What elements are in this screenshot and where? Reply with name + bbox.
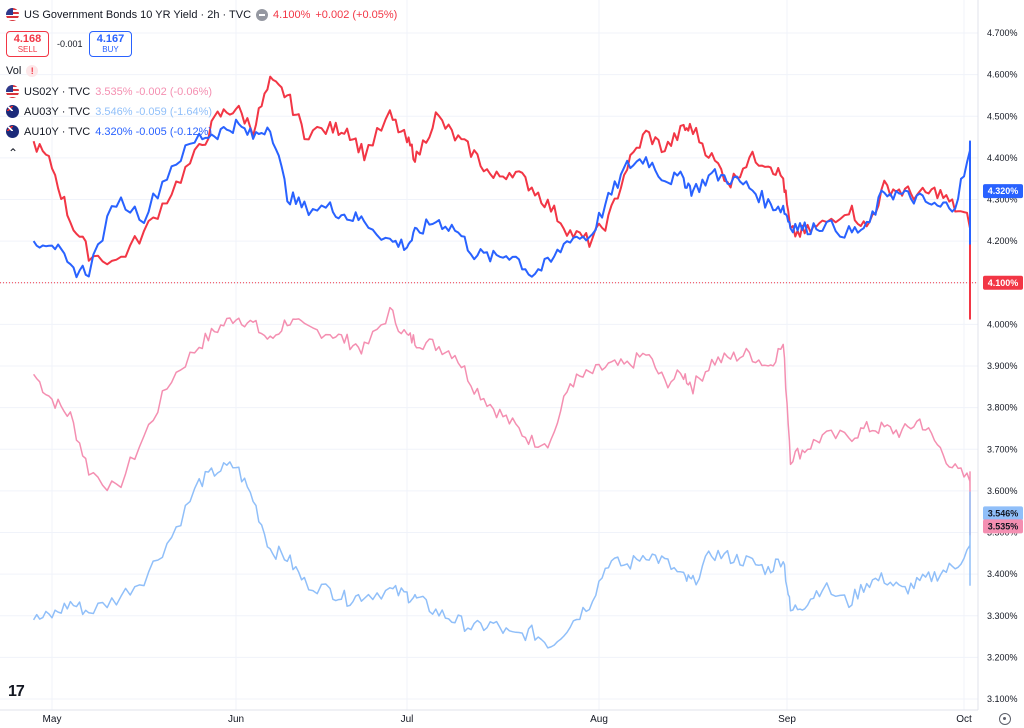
last-price-tag-label: 4.100% — [988, 278, 1019, 288]
y-tick-label: 4.400% — [987, 153, 1018, 163]
main-symbol-header[interactable]: US Government Bonds 10 YR Yield · 2h · T… — [6, 8, 397, 21]
minus-icon[interactable] — [256, 8, 269, 21]
legend-au03y[interactable]: AU03Y · TVC 3.546% -0.059 (-1.64%) — [6, 105, 212, 118]
legend-us02y[interactable]: US02Y · TVC 3.535% -0.002 (-0.06%) — [6, 85, 212, 98]
last-price-tag-label: 3.546% — [988, 508, 1019, 518]
tradingview-logo[interactable]: 17 — [8, 683, 25, 700]
legend-symbol: US02Y · TVC — [24, 85, 91, 98]
legend-au10y[interactable]: AU10Y · TVC 4.320% -0.005 (-0.12%) — [6, 125, 212, 138]
last-price-tag-us02y — [983, 519, 1023, 534]
warning-icon[interactable]: ! — [26, 65, 39, 77]
spread-value: -0.001 — [57, 39, 83, 49]
y-tick-label: 3.400% — [987, 569, 1018, 579]
series-line-us02y — [32, 306, 971, 536]
y-tick-label: 4.600% — [987, 70, 1018, 80]
au-flag-icon — [6, 105, 19, 118]
vol-indicator[interactable]: Vol ! — [6, 65, 39, 77]
main-symbol-title[interactable]: US Government Bonds 10 YR Yield · 2h · T… — [24, 8, 252, 21]
legend-values: 4.320% -0.005 (-0.12%) — [95, 125, 213, 138]
y-tick-label: 4.000% — [987, 319, 1018, 329]
x-tick-label: May — [43, 714, 62, 725]
au-flag-icon — [6, 125, 19, 138]
chevron-up-icon[interactable]: ⌃ — [8, 146, 19, 160]
sell-label: SELL — [17, 45, 38, 54]
time-axis[interactable]: May Jun Jul Aug Sep Oct — [0, 709, 978, 725]
last-price-tag-au10y — [983, 184, 1023, 199]
y-tick-label: 4.500% — [987, 111, 1018, 121]
y-tick-label: 3.900% — [987, 361, 1018, 371]
last-price-tag-label: 3.535% — [988, 521, 1019, 531]
y-tick-label: 4.200% — [987, 236, 1018, 246]
buy-button[interactable]: 4.167 BUY — [89, 31, 132, 57]
series-line-au03y — [32, 461, 971, 649]
buy-label: BUY — [102, 45, 119, 54]
price-axis[interactable]: 4.700% 4.600% 4.500% 4.400% 4.300% 4.200% 4.10… — [977, 0, 1018, 710]
settings-icon[interactable] — [999, 713, 1011, 725]
legend-symbol: AU10Y · TVC — [24, 125, 91, 138]
series-lines — [0, 75, 978, 649]
legend-symbol: AU03Y · TVC — [24, 105, 91, 118]
buy-price: 4.167 — [96, 33, 125, 45]
y-tick-label: 3.700% — [987, 444, 1018, 454]
series-line-au10y — [32, 118, 971, 279]
x-tick-label: Aug — [590, 714, 608, 725]
x-tick-label: Oct — [956, 714, 972, 725]
sell-button[interactable]: 4.168 SELL — [6, 31, 49, 57]
y-tick-label: 4.300% — [987, 195, 1018, 205]
legend-values: 3.546% -0.059 (-1.64%) — [95, 105, 213, 118]
us-flag-icon — [6, 8, 19, 21]
last-price-tags: 4.320% 4.100% 3.546% 3.535% — [983, 184, 1023, 534]
y-tick-label: 3.200% — [987, 652, 1018, 662]
y-tick-label: 4.700% — [987, 28, 1018, 38]
last-price: 4.100% — [273, 8, 311, 21]
y-tick-label: 3.600% — [987, 486, 1018, 496]
last-price-tag-us10y — [983, 275, 1023, 290]
price-change: +0.002 (+0.05%) — [315, 8, 398, 21]
x-tick-label: Jun — [228, 714, 244, 725]
vol-label: Vol — [6, 65, 22, 77]
last-price-tag-au03y — [983, 506, 1023, 521]
y-tick-label: 3.100% — [987, 694, 1018, 704]
y-tick-label: 3.300% — [987, 611, 1018, 621]
x-tick-label: Sep — [778, 714, 796, 725]
legend-values: 3.535% -0.002 (-0.06%) — [95, 85, 213, 98]
us-flag-icon — [6, 85, 19, 98]
series-line-us10y — [32, 75, 971, 320]
y-tick-label: 3.800% — [987, 403, 1018, 413]
last-price-tag-label: 4.320% — [988, 186, 1019, 196]
sell-price: 4.168 — [13, 33, 42, 45]
x-tick-label: Jul — [401, 714, 414, 725]
